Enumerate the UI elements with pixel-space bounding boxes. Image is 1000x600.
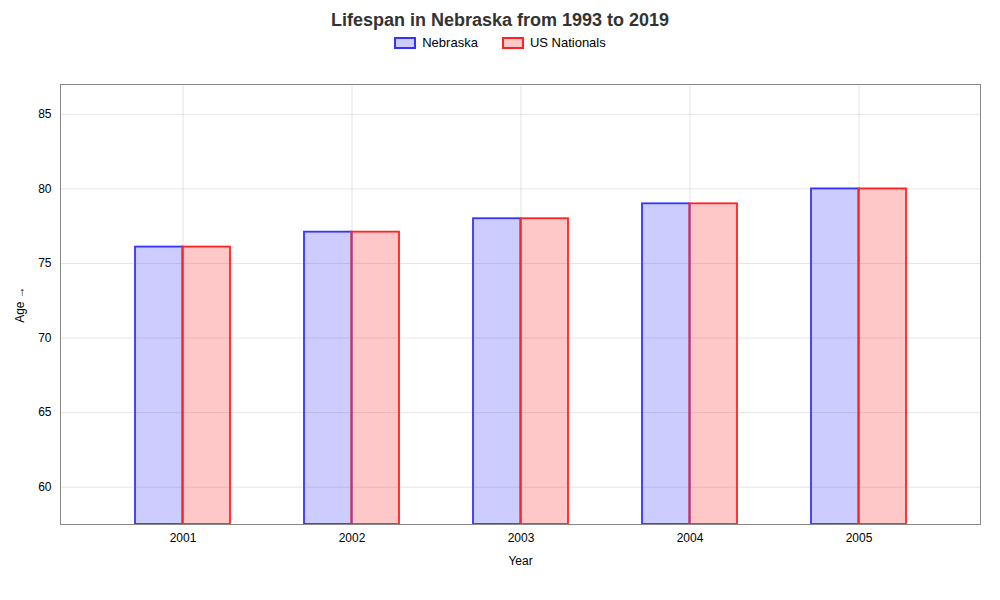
svg-text:75: 75	[38, 256, 52, 270]
svg-text:2004: 2004	[677, 531, 704, 545]
svg-text:Age →: Age →	[13, 286, 27, 323]
svg-text:65: 65	[38, 405, 52, 419]
svg-text:2005: 2005	[846, 531, 873, 545]
svg-text:2003: 2003	[508, 531, 535, 545]
html-text:Nebraska: Nebraska	[422, 35, 478, 50]
svg-text:2001: 2001	[170, 531, 197, 545]
svg-text:85: 85	[38, 107, 52, 121]
svg-text:80: 80	[38, 182, 52, 196]
html-text:US Nationals: US Nationals	[529, 35, 606, 50]
svg-text:2002: 2002	[339, 531, 366, 545]
svg-text:Year: Year	[508, 554, 532, 568]
svg-text:60: 60	[38, 480, 52, 494]
svg-text:70: 70	[38, 331, 52, 345]
html-text:Lifespan in Nebraska from 1993: Lifespan in Nebraska from 1993 to 2019	[330, 10, 670, 30]
